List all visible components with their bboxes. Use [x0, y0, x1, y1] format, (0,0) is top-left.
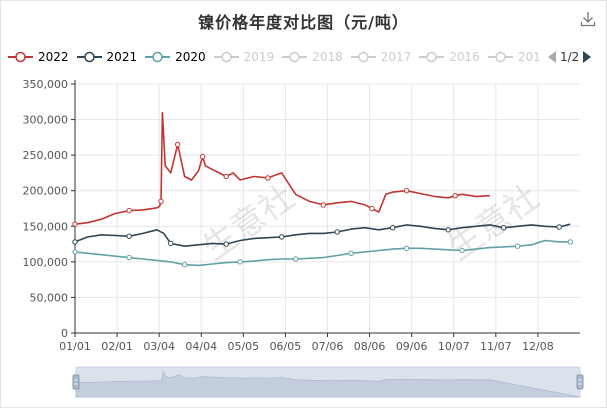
- legend-prev-icon[interactable]: [548, 51, 556, 63]
- x-tick-label: 09/06: [396, 340, 428, 353]
- data-point: [265, 175, 271, 181]
- legend-page-indicator: 1/2: [560, 50, 580, 64]
- legend-marker-icon: [350, 51, 376, 63]
- data-point: [199, 153, 206, 160]
- data-point: [459, 247, 465, 254]
- legend-label: 2017: [380, 50, 412, 64]
- chart-title: 镍价格年度对比图（元/吨）: [198, 13, 409, 32]
- data-point: [158, 198, 164, 205]
- data-point: [168, 240, 174, 247]
- data-point: [500, 225, 507, 231]
- data-point: [452, 192, 458, 199]
- legend-marker-icon: [213, 51, 239, 63]
- data-point: [556, 224, 562, 230]
- data-point: [174, 141, 181, 148]
- zoom-handle-grip: [576, 374, 584, 390]
- legend-label: 201: [517, 50, 541, 64]
- data-point: [514, 243, 521, 249]
- download-icon[interactable]: [580, 11, 596, 27]
- legend-item-2017[interactable]: 2017: [350, 48, 412, 66]
- legend-item-2018[interactable]: 2018: [282, 48, 343, 66]
- legend-item-2021[interactable]: 2021: [76, 48, 138, 66]
- x-tick-label: 07/06: [312, 340, 344, 353]
- legend-marker-icon: [145, 51, 171, 63]
- y-tick-label: 300,000: [23, 114, 69, 127]
- x-tick-label: 01/01: [59, 340, 91, 353]
- x-tick-label: 11/07: [480, 340, 512, 353]
- y-tick-label: 350,000: [23, 78, 69, 91]
- data-point: [72, 239, 78, 245]
- data-point: [223, 241, 229, 247]
- data-point: [403, 245, 410, 252]
- legend-label: 2018: [312, 50, 343, 64]
- zoom-left-handle[interactable]: [72, 374, 80, 390]
- legend-label: 2019: [243, 50, 275, 64]
- data-point: [223, 173, 229, 180]
- y-tick-label: 0: [61, 327, 68, 340]
- legend-label: 2022: [38, 50, 69, 64]
- zoom-right-handle[interactable]: [576, 374, 584, 390]
- legend-item-2019[interactable]: 2019: [213, 48, 275, 66]
- legend-marker-icon: [419, 51, 445, 63]
- data-point: [292, 256, 299, 262]
- data-point: [126, 254, 132, 261]
- zoom-handle-grip: [72, 374, 80, 390]
- data-point: [320, 202, 327, 208]
- y-tick-label: 250,000: [23, 149, 69, 162]
- x-tick-label: 04/04: [185, 340, 217, 353]
- data-point: [181, 262, 188, 268]
- legend-marker-icon: [76, 51, 102, 63]
- data-point: [279, 234, 285, 240]
- x-tick-label: 05/05: [227, 340, 259, 353]
- x-tick-label: 10/07: [438, 340, 470, 353]
- legend-pager: 1/2: [548, 48, 592, 66]
- chart-legend: 2022 2021 2020 2019 2018 2017 2016 201: [8, 48, 548, 66]
- legend-marker-icon: [282, 51, 308, 63]
- legend-marker-icon: [8, 51, 33, 63]
- data-point: [126, 207, 132, 214]
- data-point: [445, 227, 451, 233]
- x-tick-label: 12/08: [522, 340, 554, 353]
- data-point: [126, 233, 132, 239]
- x-tick-label: 08/06: [354, 340, 386, 353]
- legend-item-2020[interactable]: 2020: [145, 48, 206, 66]
- data-point: [403, 188, 410, 194]
- y-tick-label: 100,000: [23, 256, 69, 269]
- data-point: [334, 229, 340, 235]
- y-tick-label: 150,000: [23, 220, 69, 233]
- legend-label: 2016: [449, 50, 480, 64]
- data-point: [72, 249, 78, 255]
- series-2020: [72, 239, 573, 268]
- legend-item-2016[interactable]: 2016: [419, 48, 480, 66]
- legend-marker-icon: [487, 51, 513, 63]
- legend-item-2022[interactable]: 2022: [8, 48, 69, 66]
- data-point: [567, 239, 573, 245]
- legend-next-icon[interactable]: [583, 51, 592, 63]
- y-tick-label: 200,000: [23, 185, 69, 198]
- x-tick-label: 02/01: [101, 340, 133, 353]
- zoom-preview-area: [75, 370, 581, 398]
- x-tick-label: 03/04: [143, 340, 175, 353]
- legend-label: 2021: [106, 50, 138, 64]
- series-2022: [72, 111, 490, 227]
- y-tick-label: 50,000: [30, 291, 69, 304]
- legend-item-201[interactable]: 201: [487, 48, 541, 66]
- x-tick-label: 06/05: [270, 340, 302, 353]
- legend-label: 2020: [175, 50, 206, 64]
- series-2021: [72, 223, 571, 247]
- series-line-2021: [74, 223, 571, 247]
- data-point: [72, 221, 78, 227]
- zoom-selection: [76, 367, 580, 397]
- series-line-2020: [74, 239, 571, 267]
- data-point: [237, 259, 243, 265]
- data-point: [369, 205, 375, 212]
- data-point: [348, 250, 354, 257]
- data-point: [390, 225, 396, 231]
